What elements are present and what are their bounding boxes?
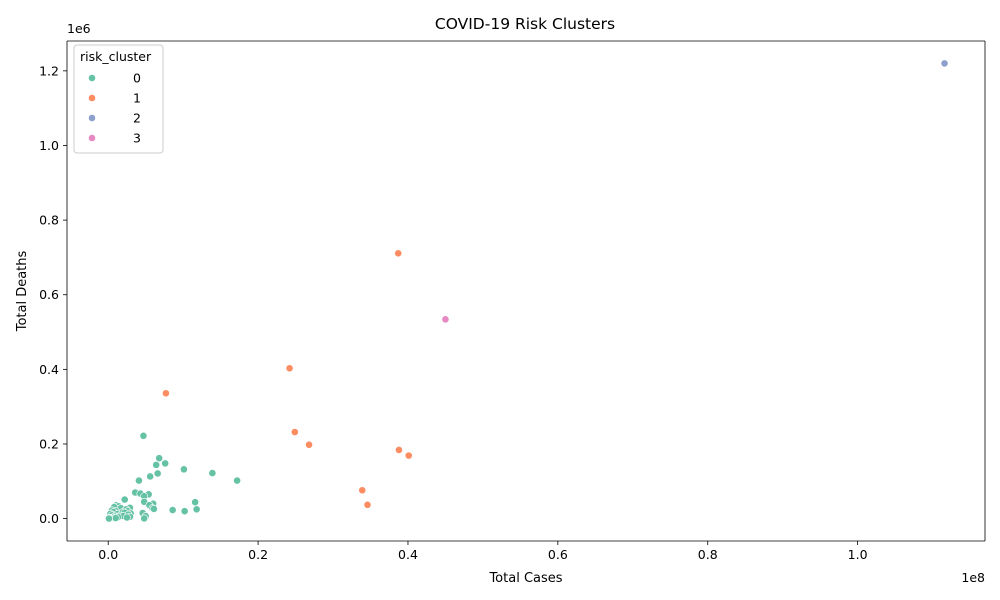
x-tick-label: 0.0 [98, 547, 118, 562]
data-point-cluster-0 [192, 505, 201, 514]
axes-layer: 0.0 0.2 0.4 0.6 0.8 1.0 0.0 0.2 0.4 0.6 0.8 1.0 1.2 [39, 63, 867, 562]
legend-marker-1 [88, 94, 96, 102]
data-point-cluster-0 [123, 513, 131, 522]
data-point-cluster-0 [135, 476, 143, 485]
data-point-cluster-1 [162, 389, 170, 398]
data-point-cluster-1 [363, 500, 372, 509]
y-tick-label: 0.6 [39, 287, 59, 302]
data-point-cluster-2 [940, 59, 949, 68]
x-tick-label: 0.6 [548, 547, 568, 562]
data-point-cluster-0 [150, 505, 158, 513]
data-point-cluster-0 [120, 495, 129, 504]
data-point-cluster-0 [140, 514, 149, 523]
legend-marker-0 [88, 74, 96, 82]
x-axis-label: Total Cases [488, 571, 562, 586]
legend-marker-3 [88, 134, 96, 142]
data-point-cluster-0 [180, 507, 189, 516]
data-point-cluster-3 [441, 315, 450, 324]
y-tick-label: 1.0 [39, 138, 59, 153]
points-layer [105, 59, 949, 523]
data-point-cluster-0 [105, 514, 113, 523]
data-point-cluster-1 [285, 364, 294, 373]
x-tick-label: 0.8 [698, 547, 718, 562]
data-point-cluster-1 [394, 249, 403, 258]
data-point-cluster-1 [358, 486, 367, 495]
data-point-cluster-0 [155, 454, 164, 463]
data-point-cluster-0 [146, 472, 155, 481]
data-point-cluster-0 [233, 476, 242, 485]
data-point-cluster-1 [404, 451, 413, 460]
y-axis-label: Total Deaths [15, 250, 30, 332]
data-point-cluster-0 [139, 431, 148, 440]
legend-label-3: 3 [133, 131, 141, 146]
data-point-cluster-0 [161, 459, 170, 468]
y-tick-label: 0.0 [39, 511, 59, 526]
data-point-cluster-0 [168, 506, 177, 514]
y-tick-label: 0.4 [39, 362, 59, 377]
data-point-cluster-0 [153, 469, 162, 478]
chart-title: COVID-19 Risk Clusters [435, 15, 615, 33]
data-point-cluster-0 [111, 514, 120, 522]
y-tick-label: 1.2 [39, 63, 59, 78]
data-point-cluster-1 [290, 428, 299, 436]
legend-label-1: 1 [133, 91, 141, 106]
x-tick-label: 1.0 [848, 547, 868, 562]
y-tick-label: 0.2 [39, 436, 59, 451]
data-point-cluster-1 [305, 440, 313, 449]
plot-area [67, 41, 985, 541]
legend-title: risk_cluster [80, 49, 152, 64]
y-offset-label: 1e6 [67, 21, 91, 36]
data-point-cluster-0 [208, 469, 217, 477]
legend-label-0: 0 [133, 71, 141, 86]
legend-label-2: 2 [133, 111, 141, 126]
data-point-cluster-0 [180, 465, 188, 474]
x-tick-label: 0.4 [398, 547, 418, 562]
data-point-cluster-0 [152, 460, 161, 469]
legend: risk_cluster 0 1 2 3 [73, 44, 164, 154]
data-point-cluster-0 [191, 498, 200, 507]
legend-frame [73, 44, 164, 154]
data-point-cluster-1 [395, 446, 403, 454]
y-tick-label: 0.8 [39, 213, 59, 228]
x-offset-label: 1e8 [961, 570, 985, 585]
legend-marker-2 [88, 114, 96, 122]
x-tick-label: 0.2 [248, 547, 268, 562]
